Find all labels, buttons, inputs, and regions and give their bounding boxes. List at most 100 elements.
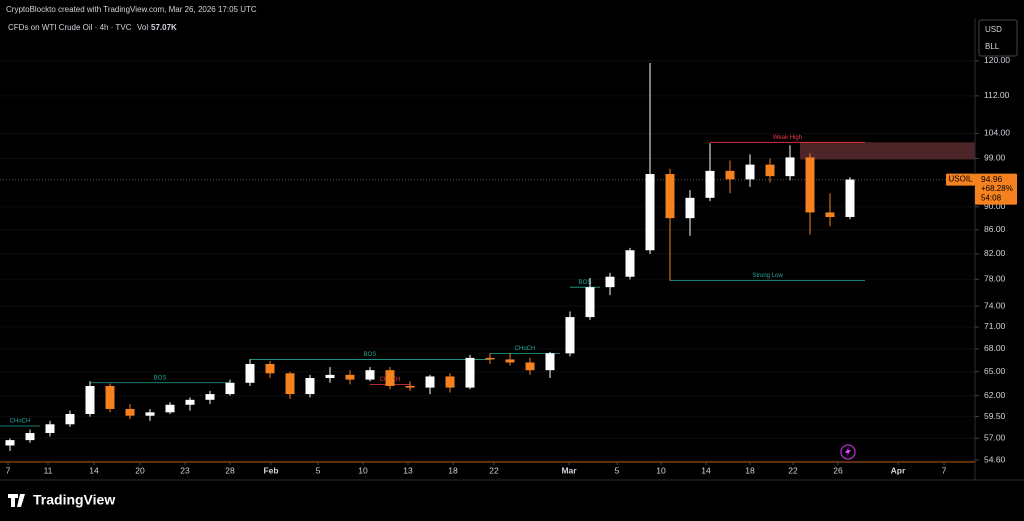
candle-body — [705, 170, 715, 198]
x-tick-label: 13 — [403, 465, 413, 475]
candle-body — [285, 373, 295, 395]
candle-body — [225, 382, 235, 395]
candle-body — [845, 179, 855, 218]
y-tick-label: 78.00 — [984, 274, 1006, 284]
y-tick-label: 59.50 — [984, 411, 1006, 421]
y-tick-label: 86.00 — [984, 224, 1006, 234]
candle-body — [525, 362, 535, 371]
volume-label: Vol — [137, 23, 148, 32]
y-tick-label: 54.60 — [984, 454, 1006, 464]
candle-body — [605, 276, 615, 288]
candle-body — [405, 385, 415, 388]
x-tick-label: Feb — [263, 465, 278, 475]
y-tick-label: 82.00 — [984, 248, 1006, 258]
brand: TradingView — [33, 492, 115, 508]
candle-body — [105, 385, 115, 409]
candle-body — [345, 374, 355, 380]
y-tick-label: 120.00 — [984, 55, 1010, 65]
candle-body — [505, 359, 515, 363]
y-tick-label: 74.00 — [984, 300, 1006, 310]
currency-box[interactable] — [978, 19, 1018, 57]
x-tick-label: 10 — [358, 465, 368, 475]
candle-body — [765, 164, 775, 177]
y-tick-label: 90.00 — [984, 201, 1006, 211]
candle-body — [85, 385, 95, 415]
price-badge-value: 94.96 — [981, 174, 1003, 184]
candle-body — [825, 212, 835, 218]
candle-body — [245, 364, 255, 383]
unit: BLL — [985, 42, 1000, 51]
symbol-badge — [946, 173, 975, 186]
candle-body — [745, 164, 755, 180]
candle-body — [565, 317, 575, 354]
candle-body — [645, 174, 655, 251]
y-tick-label: 71.00 — [984, 321, 1006, 331]
x-tick-label: 18 — [448, 465, 458, 475]
structure-label: Weak High — [773, 135, 802, 141]
candle-body — [485, 357, 495, 360]
structure-label: BOS — [364, 352, 377, 358]
y-tick-label: 65.00 — [984, 366, 1006, 376]
x-tick-label: Apr — [891, 465, 906, 475]
x-tick-label: 7 — [6, 465, 11, 475]
structure-label: BOS — [154, 375, 167, 381]
x-tick-label: 18 — [745, 465, 755, 475]
y-tick-label: 99.00 — [984, 153, 1006, 163]
candle-body — [325, 374, 335, 379]
structure-label: CHoCH — [515, 346, 536, 352]
x-tick-label: 23 — [180, 465, 190, 475]
candle-body — [585, 287, 595, 318]
x-tick-label: 28 — [225, 465, 235, 475]
candle-body — [805, 157, 815, 213]
logo-mark — [8, 494, 25, 507]
candle-body — [205, 394, 215, 400]
y-tick-label: 62.00 — [984, 390, 1006, 400]
x-tick-label: Mar — [561, 465, 577, 475]
plot: CHoCHBOSBOSCHoCHCHoCHBOSWeak HighStrong … — [0, 60, 975, 461]
candle-body — [185, 399, 195, 405]
x-tick-label: 10 — [656, 465, 666, 475]
candle-body — [145, 412, 155, 416]
y-tick-label: 112.00 — [984, 90, 1010, 100]
candle-body — [725, 170, 735, 180]
alert-bolt — [845, 447, 851, 457]
y-tick-label: 68.00 — [984, 343, 1006, 353]
candle-body — [365, 370, 375, 380]
candle-body — [265, 364, 275, 374]
candle-body — [685, 197, 695, 219]
structure-label: Strong Low — [752, 273, 783, 279]
x-tick-label: 20 — [135, 465, 145, 475]
price-badge-countdown: 54:08 — [981, 194, 1002, 203]
volume-value: 57.07K — [151, 23, 177, 32]
x-tick-label: 5 — [316, 465, 321, 475]
candle-body — [5, 440, 15, 446]
candle-body — [625, 250, 635, 277]
alert-icon[interactable] — [840, 444, 856, 460]
supply-zone — [800, 142, 975, 160]
price-badge — [975, 173, 1017, 205]
candle-body — [165, 404, 175, 413]
candle-body — [425, 376, 435, 388]
structure-label: CHoCH — [10, 419, 31, 425]
y-tick-label: 57.00 — [984, 433, 1006, 443]
candle-body — [125, 408, 135, 416]
candle-body — [465, 357, 475, 388]
candle-body — [665, 174, 675, 219]
price-badge-change: +68.28% — [981, 184, 1013, 193]
candle-body — [545, 353, 555, 371]
candle-body — [45, 424, 55, 434]
candle-body — [65, 414, 75, 425]
symbol-title: CFDs on WTI Crude Oil · 4h · TVC — [8, 23, 132, 32]
x-tick-label: 7 — [942, 465, 947, 475]
x-tick-label: 22 — [788, 465, 798, 475]
candle-body — [785, 157, 795, 177]
structure-label: BOS — [579, 280, 592, 286]
x-tick-label: 11 — [44, 465, 53, 475]
candle-body — [25, 433, 35, 441]
x-tick-label: 26 — [833, 465, 843, 475]
x-tick-label: 22 — [489, 465, 499, 475]
currency: USD — [985, 25, 1002, 34]
y-tick-label: 104.00 — [984, 128, 1010, 138]
